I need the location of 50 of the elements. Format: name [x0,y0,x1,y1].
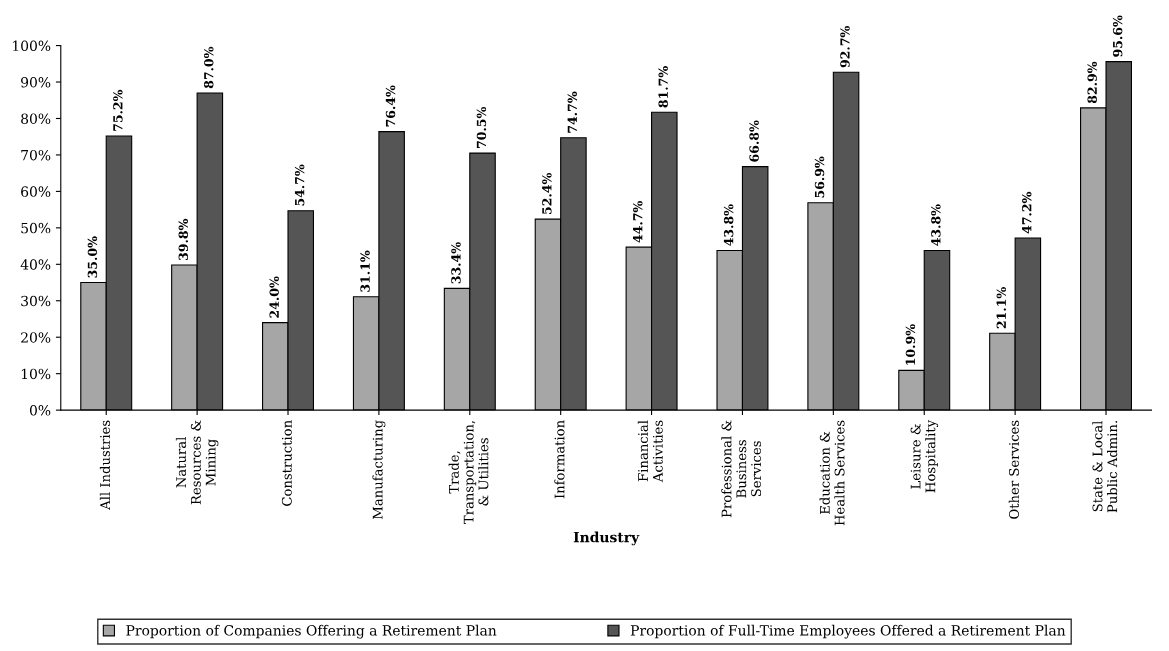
x-axis-title: Industry [573,531,640,546]
data-label: 76.4% [385,85,396,127]
y-tick-label: 90% [21,76,51,88]
data-label: 43.8% [931,204,941,246]
data-label: 95.6% [1112,15,1123,57]
data-label: 74.7% [567,91,578,133]
y-tick-label: 30% [21,295,51,307]
data-label: 21.1% [996,287,1007,329]
y-tick-label: 70% [21,149,51,161]
x-tick-label: All Industries [99,420,111,510]
data-label: 92.7% [840,26,850,68]
legend-label: Proportion of Companies Offering a Retirement Plan [126,624,497,639]
data-label: 75.2% [113,89,123,131]
legend-label: Proportion of Full-Time Employees Offered a Retirement Plan [630,624,1066,639]
x-tick-label: Manufacturing [372,420,386,519]
x-tick-label: Other Services [1008,420,1019,519]
data-label: 54.7% [294,164,305,206]
data-label: 70.5% [476,106,487,148]
data-label: 44.7% [633,200,643,243]
data-label: 35.0% [87,236,98,278]
data-label: 52.4% [542,172,552,214]
y-tick-label: 40% [20,259,51,270]
data-label: 66.8% [749,120,759,162]
y-tick-label: 20% [21,332,51,343]
y-tick-label: 0% [29,405,51,416]
data-label: 10.9% [905,324,916,365]
data-label: 87.0% [204,46,214,89]
data-label: 47.2% [1022,191,1032,234]
x-tick-label: Natural Resources & Mining [175,420,219,505]
y-tick-label: 10% [21,368,51,380]
x-tick-label: Education & Health Services [819,420,845,526]
data-label: 81.7% [658,66,668,108]
data-label: 82.9% [1087,61,1097,104]
x-tick-label: Professional & Business Services [721,420,762,518]
y-tick-label: 50% [21,222,51,234]
x-tick-label: Information [554,420,565,499]
x-tick-label: Leisure & Hospitality [910,419,939,493]
data-label: 33.4% [451,242,461,284]
data-label: 24.0% [269,276,279,318]
y-tick-label: 60% [21,186,51,197]
data-label: 43.8% [723,204,734,246]
x-tick-label: State & Local Public Admin. [1092,421,1118,513]
x-tick-label: Financial Activities [637,420,663,483]
data-label: 56.9% [814,156,825,198]
data-label: 39.8% [178,218,189,260]
y-tick-label: 80% [21,113,51,124]
data-label: 31.1% [360,250,370,292]
y-tick-label: 100% [13,40,51,52]
x-tick-label: Construction [281,420,292,506]
x-tick-label: Trade, Transportation, & Utilities [448,421,489,524]
